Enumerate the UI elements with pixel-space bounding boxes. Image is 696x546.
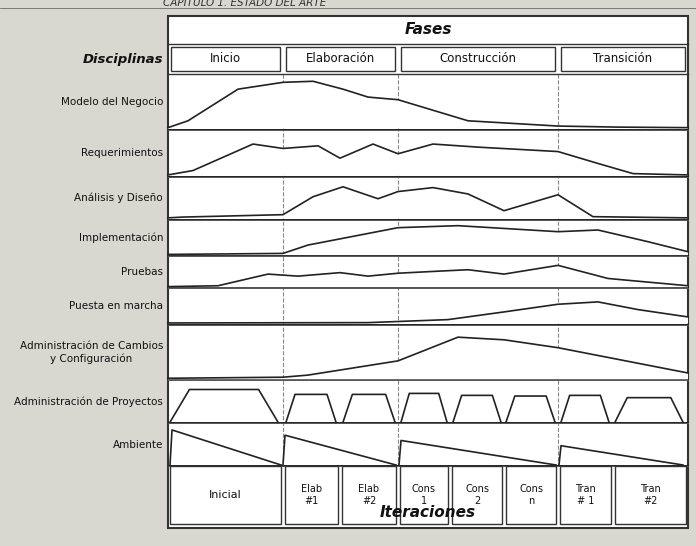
Text: Análisis y Diseño: Análisis y Diseño [74, 193, 163, 204]
Polygon shape [168, 81, 688, 129]
Text: Cons
1: Cons 1 [412, 484, 436, 506]
Text: Tran
#2: Tran #2 [640, 484, 661, 506]
Bar [170, 466, 281, 524]
Polygon shape [168, 144, 688, 176]
Text: Elab
#1: Elab #1 [301, 484, 322, 506]
Polygon shape [168, 187, 688, 218]
Text: Administración de Proyectos: Administración de Proyectos [14, 396, 163, 407]
Text: Administración de Cambios
y Configuración: Administración de Cambios y Configuració… [19, 341, 163, 364]
Text: CAPÍTULO 1. ESTADO DEL ARTE: CAPÍTULO 1. ESTADO DEL ARTE [163, 0, 326, 8]
Bar [342, 466, 396, 524]
Polygon shape [559, 446, 683, 465]
Text: Modelo del Negocio: Modelo del Negocio [61, 97, 163, 107]
Text: Requerimientos: Requerimientos [81, 149, 163, 158]
Bar [401, 47, 555, 71]
Polygon shape [168, 265, 688, 287]
Text: Cons
2: Cons 2 [465, 484, 489, 506]
Bar [286, 47, 395, 71]
Text: Tran
# 1: Tran # 1 [575, 484, 596, 506]
Text: Disciplinas: Disciplinas [83, 52, 163, 66]
Polygon shape [283, 435, 396, 465]
Bar [560, 466, 611, 524]
Text: Inicial: Inicial [209, 490, 242, 500]
Polygon shape [399, 441, 556, 465]
Text: Iteraciones: Iteraciones [380, 505, 476, 520]
Text: Implementación: Implementación [79, 233, 163, 243]
Text: Elaboración: Elaboración [306, 52, 375, 66]
Polygon shape [168, 225, 688, 255]
Text: Transición: Transición [594, 52, 653, 66]
Bar [171, 47, 280, 71]
Polygon shape [168, 302, 688, 324]
Text: Inicio: Inicio [210, 52, 241, 66]
Bar [452, 466, 502, 524]
Bar [506, 466, 556, 524]
Text: Elab
#2: Elab #2 [358, 484, 379, 506]
Text: Construcción: Construcción [439, 52, 516, 66]
Text: Cons
n: Cons n [519, 484, 543, 506]
Polygon shape [168, 337, 688, 379]
Bar [615, 466, 686, 524]
Bar [561, 47, 685, 71]
Bar [400, 466, 448, 524]
Text: Fases: Fases [404, 22, 452, 38]
Polygon shape [170, 430, 281, 465]
Bar [168, 16, 688, 528]
Text: Puesta en marcha: Puesta en marcha [69, 301, 163, 311]
Text: Pruebas: Pruebas [121, 267, 163, 277]
Bar [285, 466, 338, 524]
Text: Ambiente: Ambiente [113, 440, 163, 449]
